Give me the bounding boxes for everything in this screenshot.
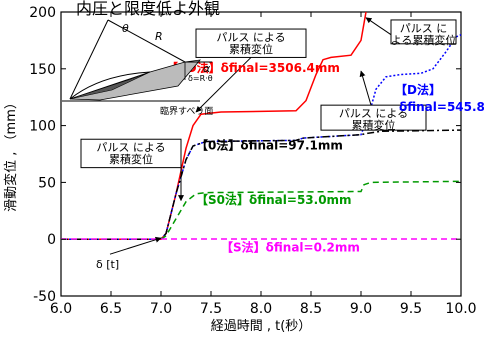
delta-arrow — [109, 236, 162, 255]
callout-text-c1: 累積変位 — [229, 42, 273, 56]
callout-text-c3: よる累積変位 — [391, 33, 457, 47]
series-line-2 — [61, 129, 462, 240]
callout-text-c2: パルス による — [339, 107, 408, 120]
x-tick-label: 6.5 — [100, 301, 122, 317]
method-label-s0: 【S0法】δfinal=53.0mm — [196, 192, 352, 207]
callout-box-c1 — [195, 28, 307, 58]
x-tick-label: 7.0 — [150, 301, 172, 317]
y-tick-label: 0 — [47, 232, 56, 248]
callout-text-c1: パルス による — [216, 31, 285, 44]
callout-text-c4: パルス による — [96, 141, 165, 154]
callout-box-c3 — [390, 19, 457, 45]
inset-failure-label: 臨界すべり面 — [160, 105, 213, 117]
y-tick-label: 100 — [29, 119, 56, 135]
method-label-sd: 【SD法】δfinal=3506.4mm — [166, 60, 340, 75]
y-tick-label: 150 — [29, 62, 56, 78]
callout-box-c2 — [320, 104, 427, 131]
method-label-zero: 【0法】δfinal=97.1mm — [196, 137, 343, 152]
inset-delta-label: δ=R·θ — [188, 74, 213, 83]
inset-radius-2 — [107, 19, 186, 63]
method-label-s: 【S法】δfinal=0.2mm — [221, 240, 360, 255]
x-tick-label: 8.0 — [250, 301, 272, 317]
y-axis-label: 滑動変位 , （mm） — [3, 96, 19, 212]
inset-theta-label: θ — [122, 22, 129, 35]
y-tick-label: 50 — [38, 175, 56, 191]
delta-label: δ [t] — [96, 258, 119, 271]
chart-title: 内圧と限度低よ外観 — [76, 0, 220, 18]
method-label-d_val: δfinal=545.8mm — [399, 100, 484, 114]
x-axis-label: 経過時間 , t(秒） — [211, 319, 312, 333]
inset-radius-1 — [69, 19, 109, 100]
x-tick-label: 9.0 — [350, 301, 372, 317]
x-tick-label: 10.0 — [445, 301, 476, 317]
x-tick-label: 9.5 — [400, 301, 422, 317]
x-tick-label: 7.5 — [200, 301, 222, 317]
callout-arrow-c3 — [365, 17, 392, 36]
callout-text-c3: パルス に — [400, 22, 448, 35]
x-tick-label: 6.0 — [50, 301, 72, 317]
callout-box-c4 — [80, 138, 182, 169]
inset-r-label: R — [155, 30, 163, 43]
y-tick-label: 200 — [29, 5, 56, 21]
inset-arc — [69, 71, 151, 100]
callout-text-c4: 累積変位 — [109, 152, 153, 166]
callout-text-c2: 累積変位 — [352, 118, 396, 132]
series-line-3 — [61, 180, 462, 240]
callout-arrow-c1 — [195, 57, 252, 113]
method-label-d: 【D法】 — [395, 82, 441, 97]
y-tick-label: -50 — [33, 289, 56, 305]
callout-arrow-c2 — [359, 70, 372, 106]
x-tick-label: 8.5 — [300, 301, 322, 317]
inset-alpha-label: α — [203, 62, 211, 75]
